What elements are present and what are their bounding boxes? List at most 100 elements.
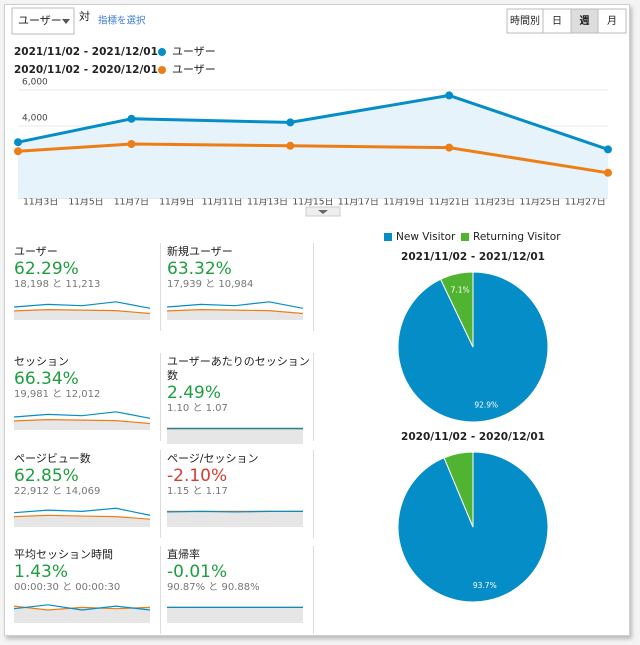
metric-cell: ページ/セッション -2.10% 1.15 と 1.17 <box>167 452 312 540</box>
x-tick-label: 11月23日 <box>474 197 515 208</box>
sparkline-previous <box>14 418 150 425</box>
metric-name: セッション <box>14 355 69 368</box>
metric-change: -0.01% <box>167 562 228 582</box>
series-point <box>445 91 454 100</box>
versus-label: 対 <box>79 9 90 23</box>
period-button[interactable] <box>542 8 572 34</box>
sparkline-area <box>167 607 303 623</box>
cell-divider <box>160 546 161 634</box>
cell-divider <box>313 450 314 538</box>
pie-label: 93.7% <box>473 581 497 590</box>
sparkline-previous <box>14 514 150 520</box>
metric-compare: 1.10 と 1.07 <box>167 403 228 414</box>
metric-compare: 19,981 と 12,012 <box>14 389 101 400</box>
legend-range: 2021/11/02 - 2021/12/01: <box>14 46 162 58</box>
metric-compare: 1.15 と 1.17 <box>167 486 228 497</box>
metric-change: 66.34% <box>14 369 79 389</box>
x-tick-label: 11月5日 <box>68 197 103 208</box>
metric-dropdown-label: ユーザー <box>18 14 62 27</box>
pie-label: 7.1% <box>451 285 470 294</box>
sparkline-area <box>14 309 150 320</box>
sparkline-area <box>14 515 150 527</box>
sparkline <box>14 507 150 527</box>
x-tick-label: 11月15日 <box>293 197 334 208</box>
metric-compare: 17,939 と 10,984 <box>167 279 254 290</box>
period-button-label: 日 <box>552 16 562 27</box>
legend-swatch <box>384 233 392 241</box>
metric-cell: ユーザー 62.29% 18,198 と 11,213 <box>14 245 159 333</box>
metric-compare: 18,198 と 11,213 <box>14 279 101 290</box>
sparkline-current <box>167 301 303 309</box>
metric-name: 直帰率 <box>167 548 200 561</box>
legend-metric: ユーザー <box>172 63 216 76</box>
x-tick-label: 11月11日 <box>202 197 243 208</box>
cell-divider <box>160 243 161 331</box>
metric-cell: 平均セッション時間 1.43% 00:00:30 と 00:00:30 <box>14 548 159 636</box>
select-metric-link[interactable]: 指標を選択 <box>98 15 146 27</box>
pie-label: 92.9% <box>474 401 498 410</box>
legend-dot <box>158 48 166 56</box>
x-tick-label: 11月21日 <box>429 197 470 208</box>
sparkline-current <box>14 604 150 611</box>
period-button[interactable] <box>597 8 627 34</box>
cell-divider <box>313 353 314 441</box>
sparkline <box>14 301 150 320</box>
legend-range: 2020/11/02 - 2020/12/01: <box>14 64 162 76</box>
sparkline-previous <box>167 308 303 315</box>
metric-name: ユーザーあたりのセッション数 <box>167 355 310 382</box>
sparkline-current <box>14 411 150 419</box>
x-tick-label: 11月3日 <box>23 197 58 208</box>
series-point <box>14 138 22 147</box>
metric-change: 63.32% <box>167 259 232 279</box>
series-point <box>127 114 136 123</box>
metric-cell: ページビュー数 62.85% 22,912 と 14,069 <box>14 452 159 540</box>
sparkline-current <box>14 301 150 309</box>
sparkline <box>167 301 303 320</box>
x-tick-label: 11月27日 <box>565 197 606 208</box>
collapse-arrow <box>318 210 328 214</box>
sparkline-previous <box>14 308 150 315</box>
series-point <box>604 168 612 177</box>
metric-compare: 22,912 と 14,069 <box>14 486 101 497</box>
metric-name: ページビュー数 <box>14 452 91 465</box>
series-point <box>445 143 454 152</box>
metric-change: 2.49% <box>167 383 222 403</box>
metric-cell: 新規ユーザー 63.32% 17,939 と 10,984 <box>167 245 312 333</box>
series-point <box>14 147 22 156</box>
period-button-label: 月 <box>607 15 617 27</box>
x-tick-label: 11月19日 <box>383 197 424 208</box>
period-button[interactable] <box>506 8 544 34</box>
series-point <box>286 141 295 150</box>
metric-name: ユーザー <box>14 245 58 258</box>
sparkline-area <box>167 428 303 444</box>
series-point <box>604 145 612 154</box>
period-button-label: 時間別 <box>510 15 540 27</box>
metric-change: 1.43% <box>14 562 69 582</box>
legend-swatch <box>461 233 469 241</box>
metric-cell: 直帰率 -0.01% 90.87% と 90.88% <box>167 548 312 636</box>
sparkline <box>167 510 303 527</box>
sparkline-area <box>14 419 150 430</box>
sparkline <box>167 606 303 623</box>
metric-name: ページ/セッション <box>167 452 259 465</box>
cell-divider <box>160 353 161 441</box>
legend-label: Returning Visitor <box>473 231 561 243</box>
y-tick-label: 6,000 <box>22 78 48 88</box>
series-point <box>286 118 295 127</box>
series-point <box>127 140 136 148</box>
metric-change: 62.29% <box>14 259 79 279</box>
y-tick-label: 4,000 <box>22 114 48 124</box>
metric-compare: 90.87% と 90.88% <box>167 582 260 593</box>
pie-slice <box>443 451 474 528</box>
legend-label: New Visitor <box>396 231 456 243</box>
pie-title: 2020/11/02 - 2020/12/01 <box>401 431 545 443</box>
metric-cell: ユーザーあたりのセッション数 2.49% 1.10 と 1.07 <box>167 355 312 444</box>
sparkline <box>14 604 150 623</box>
cell-divider <box>313 546 314 634</box>
x-tick-label: 11月17日 <box>338 197 379 208</box>
metric-cell: セッション 66.34% 19,981 と 12,012 <box>14 355 159 443</box>
cell-divider <box>313 243 314 331</box>
pie-slice <box>439 271 474 348</box>
